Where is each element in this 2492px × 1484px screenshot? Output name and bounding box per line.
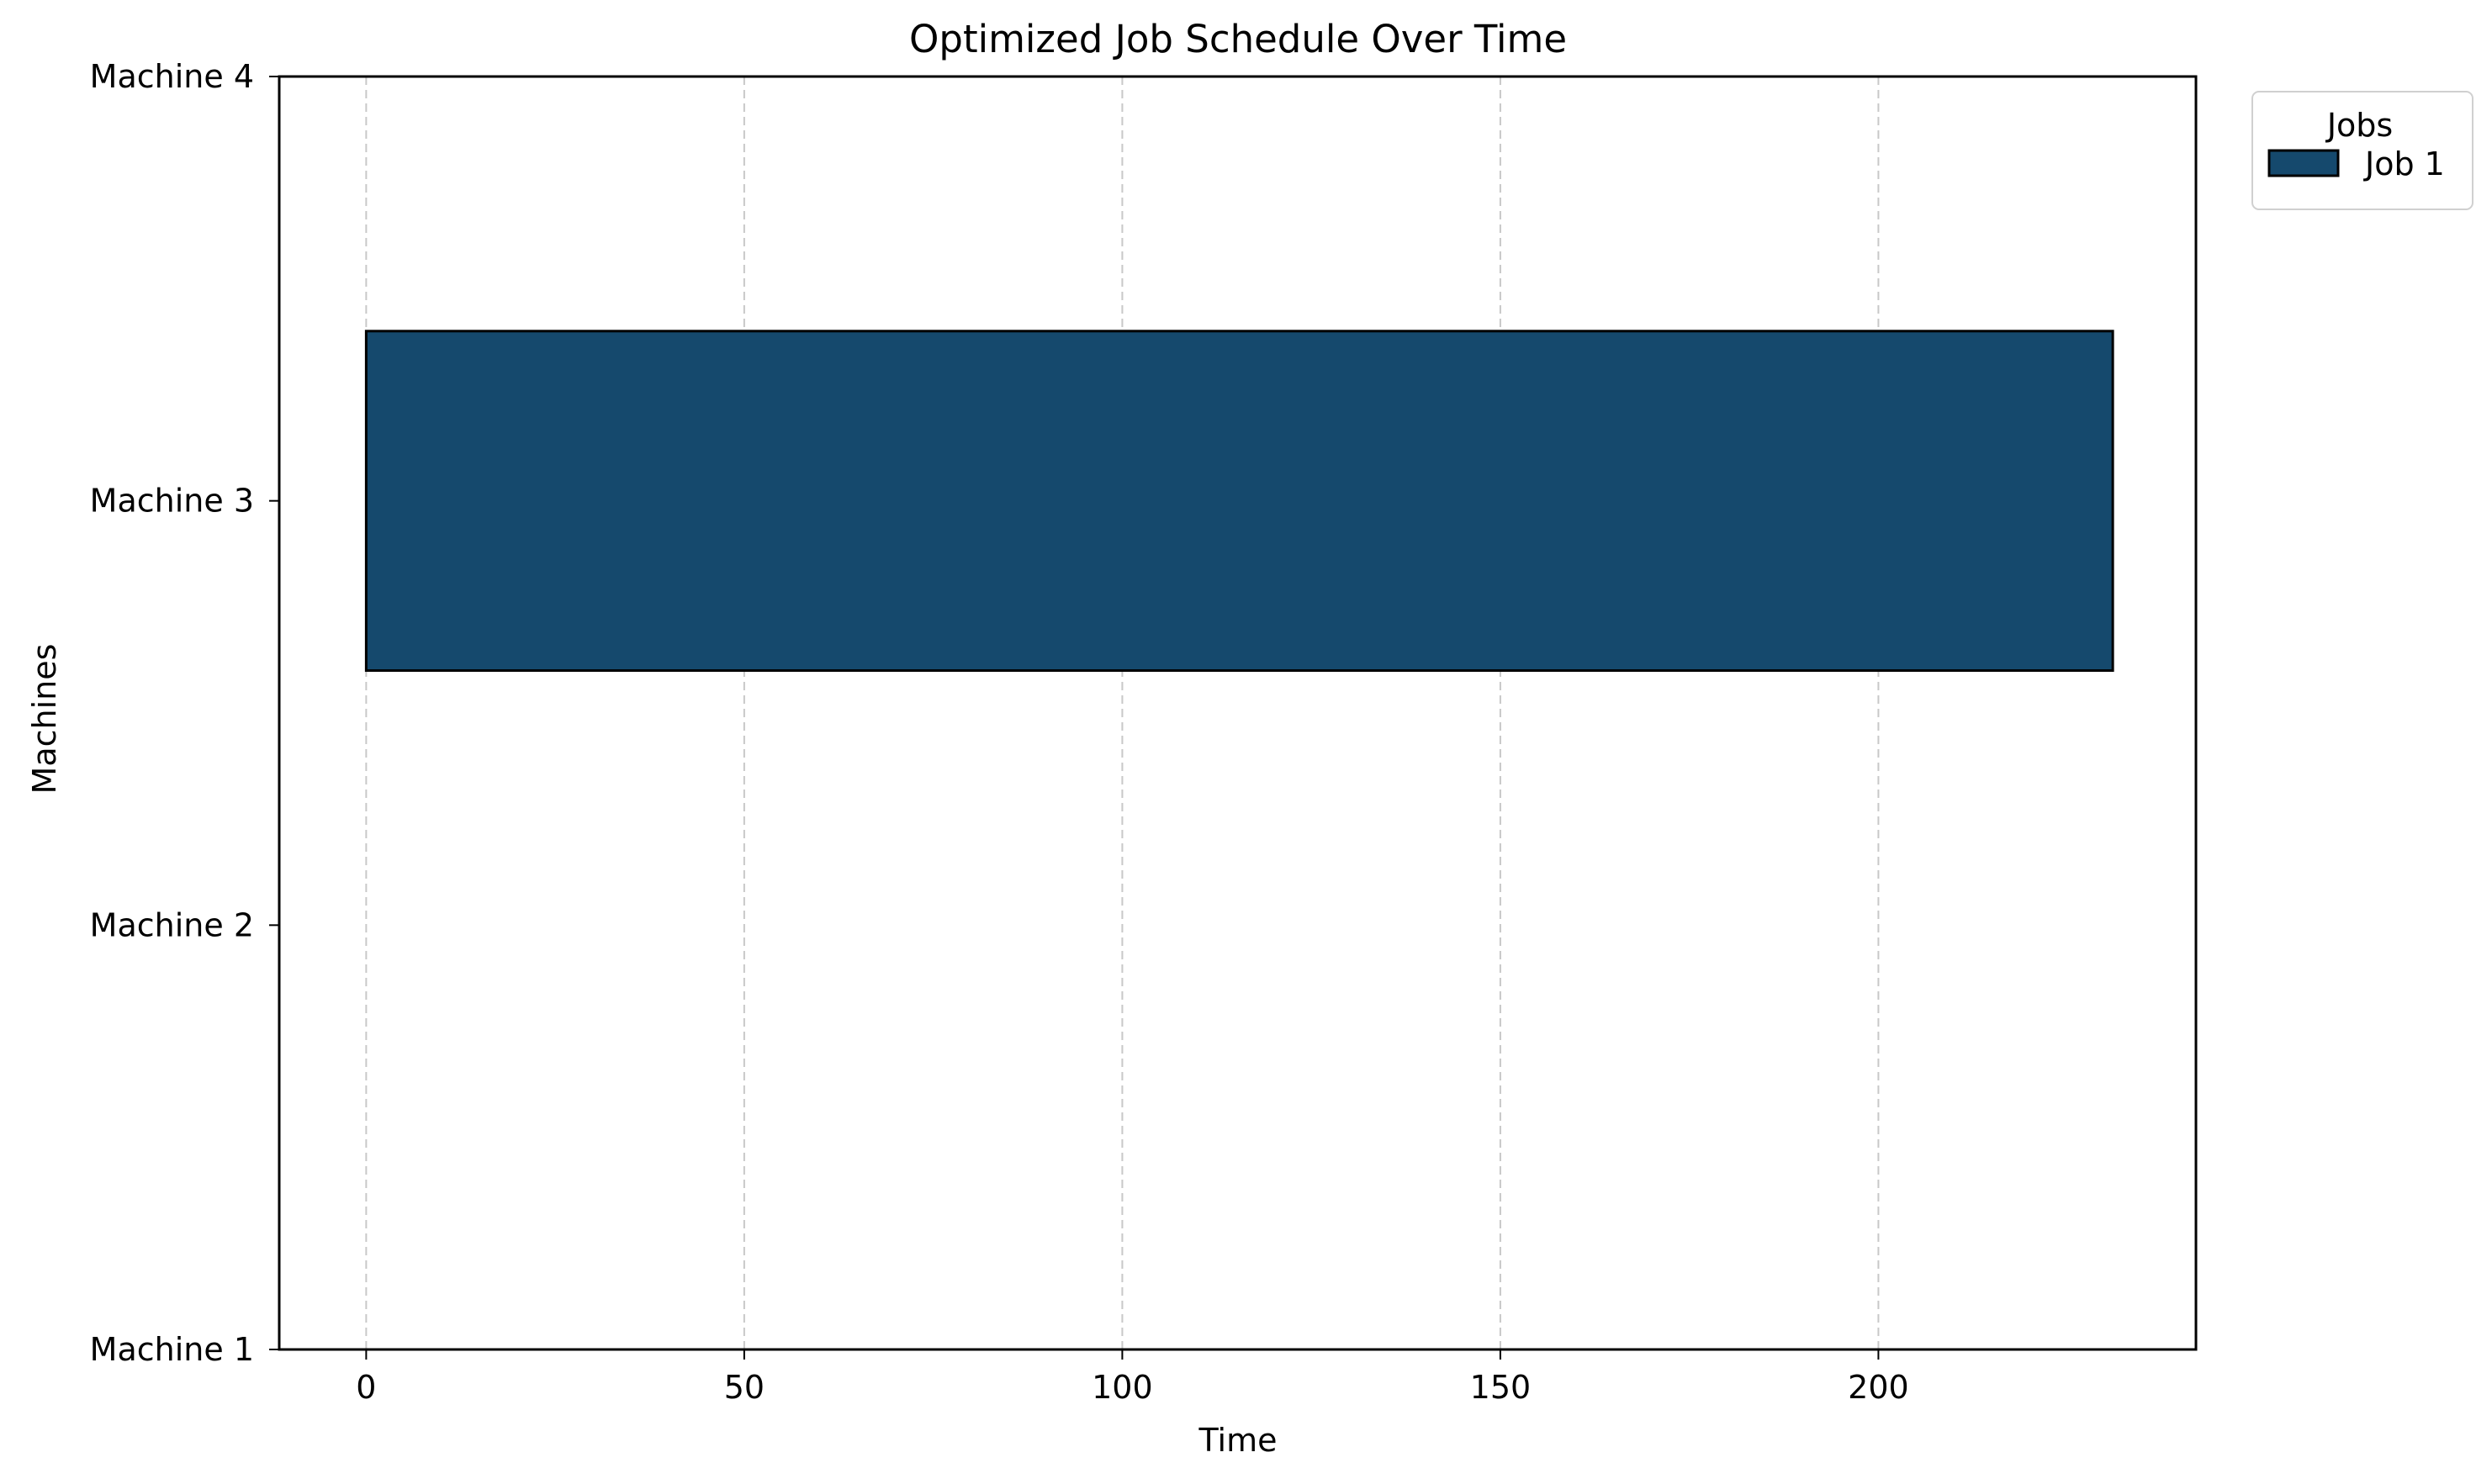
y-tick-label: Machine 4 — [90, 58, 254, 95]
y-tick-label: Machine 2 — [90, 906, 254, 943]
y-axis-label: Machines — [26, 644, 63, 795]
bar-layer — [364, 330, 2114, 673]
y-axis-ticks: Machine 1 Machine 2 Machine 3 Machine 4 — [90, 58, 279, 1368]
x-tick-label: 100 — [1092, 1369, 1153, 1406]
x-tick-label: 50 — [724, 1369, 765, 1406]
legend-swatch — [2267, 149, 2340, 177]
x-tick-label: 200 — [1848, 1369, 1909, 1406]
legend-title: Jobs — [2325, 107, 2393, 144]
legend-label: Job 1 — [2363, 145, 2445, 182]
legend-entries: Job 1 — [2267, 145, 2445, 182]
chart-title: Optimized Job Schedule Over Time — [909, 17, 1567, 61]
x-axis-ticks: 0 50 100 150 200 — [356, 1349, 1909, 1406]
x-tick-label: 0 — [356, 1369, 376, 1406]
x-tick-label: 150 — [1470, 1369, 1532, 1406]
plot-frame — [278, 75, 2198, 1351]
legend: Jobs Job 1 — [2251, 91, 2473, 210]
legend-box — [2251, 91, 2473, 210]
y-tick-label: Machine 1 — [90, 1331, 254, 1368]
grid-layer — [365, 77, 1880, 1349]
x-axis-label: Time — [1198, 1422, 1278, 1459]
gantt-bar — [364, 330, 2114, 673]
y-tick-label: Machine 3 — [90, 483, 254, 520]
